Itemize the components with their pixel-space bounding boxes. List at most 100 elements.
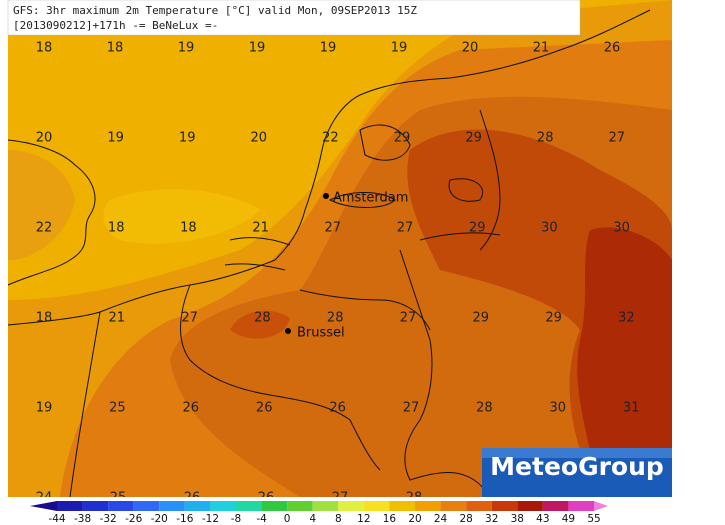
grid-value: 28 <box>537 131 554 146</box>
colorbar-segment <box>261 501 288 511</box>
colorbar-segment <box>415 501 441 511</box>
grid-value: 20 <box>462 41 479 56</box>
city-dot <box>323 193 329 199</box>
colorbar-segment <box>30 501 57 511</box>
colorbar-label: -4 <box>256 513 267 525</box>
colorbar-label: -20 <box>151 513 168 525</box>
grid-value: 28 <box>254 311 271 326</box>
grid-value: 19 <box>249 41 266 56</box>
grid-value: 29 <box>465 131 482 146</box>
colorbar-label: 32 <box>485 513 498 525</box>
grid-value: 28 <box>327 311 344 326</box>
grid-value: 21 <box>533 41 550 56</box>
colorbar-segment <box>542 501 569 511</box>
colorbar-segment <box>363 501 390 511</box>
grid-value: 26 <box>604 41 621 56</box>
grid-value: 18 <box>180 221 197 236</box>
grid-value: 25 <box>109 401 126 416</box>
coastlines <box>7 9 651 498</box>
colorbar-segment <box>82 501 109 511</box>
grid-value: 18 <box>36 41 53 56</box>
grid-value: 19 <box>179 131 196 146</box>
colorbar-segment <box>440 501 467 511</box>
grid-value: 32 <box>618 311 635 326</box>
grid-value: 20 <box>36 131 53 146</box>
colorbar-label: 4 <box>309 513 316 525</box>
grid-value: 27 <box>325 221 342 236</box>
colorbar-label: -26 <box>125 513 142 525</box>
grid-value: 26 <box>183 401 200 416</box>
colorbar-label: -8 <box>231 513 241 525</box>
grid-value: 29 <box>473 311 490 326</box>
colorbar-segment <box>491 501 518 511</box>
grid-value: 30 <box>613 221 630 236</box>
logo: MeteoGroup <box>482 448 672 497</box>
grid-value: 22 <box>36 221 53 236</box>
colorbar-label: 12 <box>357 513 370 525</box>
colorbar-label: 49 <box>562 513 575 525</box>
grid-value: 29 <box>394 131 411 146</box>
grid-value: 21 <box>109 311 126 326</box>
grid-value: 18 <box>107 41 124 56</box>
colorbar-label: -12 <box>202 513 219 525</box>
grid-value: 19 <box>107 131 124 146</box>
grid-value: 30 <box>541 221 558 236</box>
colorbar-segment <box>287 501 313 511</box>
colorbar-segment <box>57 501 83 511</box>
colorbar-label: 43 <box>536 513 549 525</box>
colorbar-segment <box>312 501 339 511</box>
colorbar-segment <box>159 501 185 511</box>
grid-value: 31 <box>623 401 640 416</box>
colorbar-label: 24 <box>434 513 448 525</box>
colorbar-segment <box>338 501 364 511</box>
colorbar-label: 0 <box>284 513 291 525</box>
grid-value: 26 <box>329 401 346 416</box>
colorbar-segment <box>184 501 211 511</box>
grid-value: 27 <box>400 311 417 326</box>
colorbar-label: 16 <box>383 513 397 525</box>
colorbar: -44 -38 -32 -26 -20 -16 -12 -8 -4 0 4 8 12 16 20 24 28 32… <box>30 501 608 525</box>
colorbar-segment <box>466 501 492 511</box>
colorbar-label: 55 <box>587 513 600 525</box>
colorbar-segment <box>568 501 594 511</box>
colorbar-segment <box>517 501 543 511</box>
logo-text: MeteoGroup <box>490 452 664 481</box>
colorbar-segment <box>236 501 262 511</box>
colorbar-segment <box>210 501 236 511</box>
grid-value: 19 <box>178 41 195 56</box>
map-background <box>8 0 672 497</box>
value-grid: 18 18 19 19 19 19 20 21 26 20 19 19 20 22 29 29 28 27 22 18… <box>36 41 640 506</box>
colorbar-label: 38 <box>511 513 524 525</box>
colorbar-label: 28 <box>459 513 472 525</box>
grid-value: 20 <box>251 131 268 146</box>
grid-value: 29 <box>545 311 562 326</box>
grid-value: 18 <box>108 221 125 236</box>
grid-value: 26 <box>256 401 273 416</box>
grid-value: 27 <box>609 131 626 146</box>
grid-value: 19 <box>36 401 53 416</box>
city-label: Amsterdam <box>333 191 408 206</box>
grid-value: 28 <box>476 401 493 416</box>
colorbar-label: -38 <box>74 513 91 525</box>
grid-value: 30 <box>550 401 567 416</box>
colorbar-segment <box>133 501 160 511</box>
colorbar-label: -16 <box>176 513 193 525</box>
colorbar-segment <box>389 501 415 511</box>
colorbar-label: 8 <box>335 513 342 525</box>
grid-value: 29 <box>469 221 486 236</box>
colorbar-label: -32 <box>100 513 117 525</box>
colorbar-segment <box>594 501 608 511</box>
header-line: [2013090212]+171h -= BeNeLux =- <box>13 19 218 32</box>
grid-value: 27 <box>181 311 198 326</box>
city-label: Brussel <box>297 326 345 341</box>
grid-value: 22 <box>322 131 339 146</box>
header-line: GFS: 3hr maximum 2m Temperature [°C] val… <box>13 4 417 17</box>
colorbar-segment <box>108 501 134 511</box>
grid-value: 27 <box>397 221 414 236</box>
grid-value: 21 <box>252 221 269 236</box>
grid-value: 18 <box>36 311 53 326</box>
colorbar-label: 20 <box>408 513 421 525</box>
city-dot <box>285 328 291 334</box>
